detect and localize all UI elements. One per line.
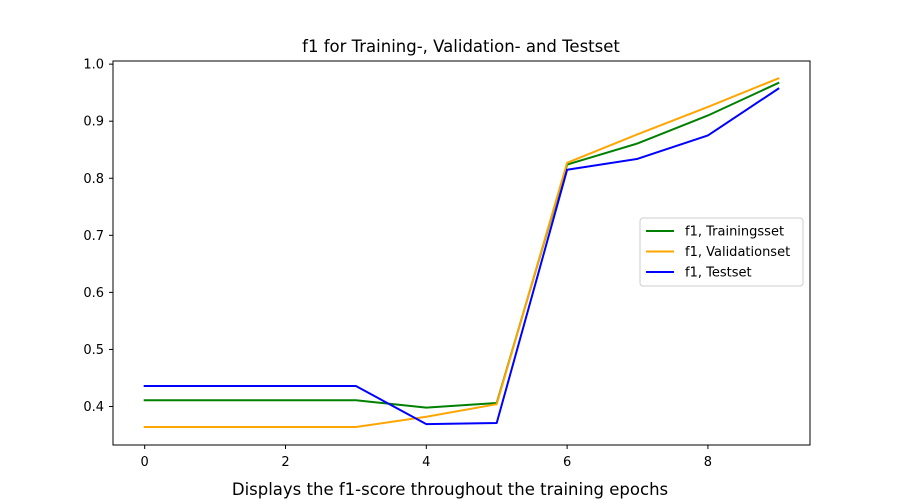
plot-frame	[112, 60, 811, 446]
series-line-f1-testset	[143, 87, 780, 426]
x-tick-label: 0	[141, 455, 149, 470]
series-line-f1-validationset	[143, 77, 780, 429]
chart-title: f1 for Training-, Validation- and Testse…	[302, 37, 620, 56]
legend-label-f1-validationset: f1, Validationset	[685, 245, 790, 260]
x-tick-label: 6	[563, 455, 571, 470]
x-tick-label: 2	[281, 455, 289, 470]
legend-box	[639, 217, 804, 287]
x-tick-label: 8	[704, 455, 712, 470]
y-tick-label: 0.8	[83, 172, 104, 187]
x-axis-ticks: 0 2 4 6 8	[141, 445, 712, 470]
chart-caption: Displays the f1-score throughout the tra…	[232, 480, 668, 499]
legend: f1, Trainingsset f1, Validationset f1, Tes…	[639, 217, 804, 287]
y-axis-ticks: 0.4 0.5 0.6 0.7 0.8 0.9 1.0	[83, 58, 113, 415]
legend-label-f1-testset: f1, Testset	[685, 266, 752, 281]
legend-label-f1-trainingsset: f1, Trainingsset	[685, 225, 784, 240]
y-tick-label: 1.0	[83, 58, 104, 73]
series-line-f1-trainingsset	[143, 81, 780, 409]
y-tick-label: 0.6	[83, 286, 104, 301]
plot-lines	[143, 77, 780, 429]
x-tick-label: 4	[422, 455, 430, 470]
y-tick-label: 0.7	[83, 229, 104, 244]
y-tick-label: 0.9	[83, 115, 104, 130]
y-tick-label: 0.4	[83, 400, 104, 415]
y-tick-label: 0.5	[83, 343, 104, 358]
